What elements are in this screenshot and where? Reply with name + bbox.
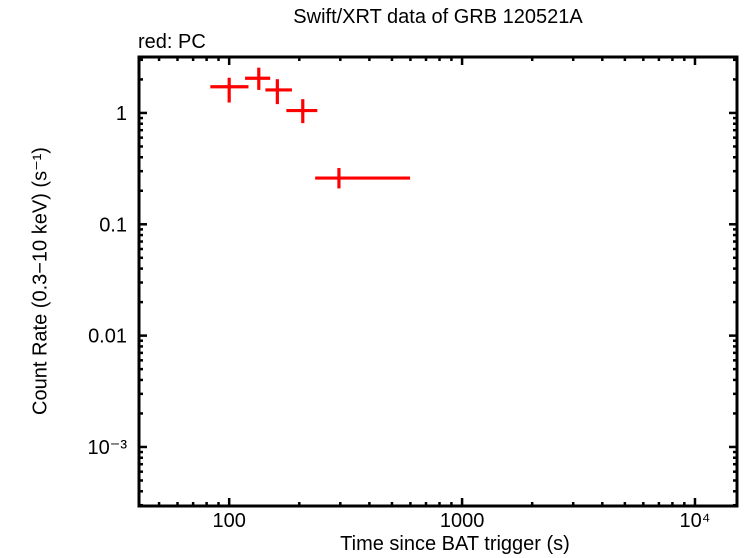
axes-frame — [137, 55, 739, 508]
data-point — [210, 77, 249, 103]
data-point — [265, 79, 292, 105]
data-point — [315, 168, 411, 189]
x-axis-label: Time since BAT trigger (s) — [340, 533, 570, 555]
x-tick-label: 10⁴ — [680, 510, 711, 532]
data-point — [286, 99, 318, 124]
y-tick-label: 0.1 — [99, 214, 127, 236]
chart-title: Swift/XRT data of GRB 120521A — [293, 6, 583, 28]
y-tick-label: 1 — [116, 103, 127, 125]
data-point — [245, 67, 271, 90]
legend-mode-label: red: PC — [138, 31, 206, 53]
x-tick-label: 1000 — [440, 510, 485, 532]
axis-ticks — [139, 57, 737, 507]
y-tick-label: 0.01 — [88, 326, 127, 348]
y-tick-label: 10⁻³ — [88, 437, 128, 459]
tick-labels: 100 1000 10⁴ 1 0.1 0.01 10⁻³ — [88, 103, 711, 532]
data-points-pc — [210, 67, 411, 189]
x-tick-label: 100 — [212, 510, 245, 532]
